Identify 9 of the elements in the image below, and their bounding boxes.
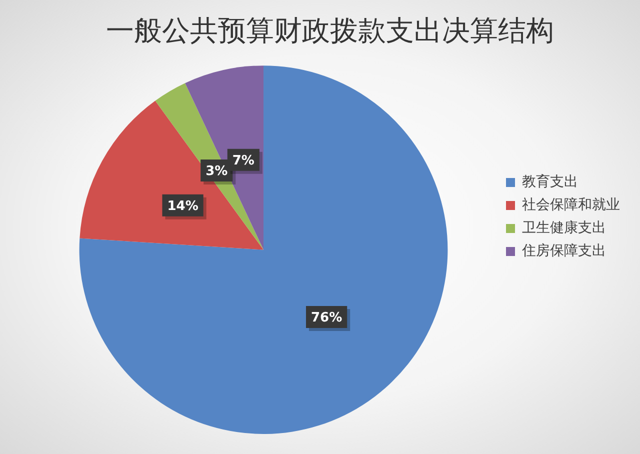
legend-label: 社会保障和就业: [522, 197, 620, 214]
legend-label: 教育支出: [522, 173, 578, 190]
legend-label: 卫生健康支出: [522, 220, 606, 236]
data-label: 14%: [167, 198, 198, 214]
legend-label: 住房保障支出: [521, 243, 606, 260]
data-label: 7%: [232, 153, 254, 168]
data-label: 3%: [206, 164, 228, 179]
chart-title: 一般公共预算财政拨款支出决算结构: [106, 16, 554, 48]
data-label: 76%: [310, 310, 342, 326]
